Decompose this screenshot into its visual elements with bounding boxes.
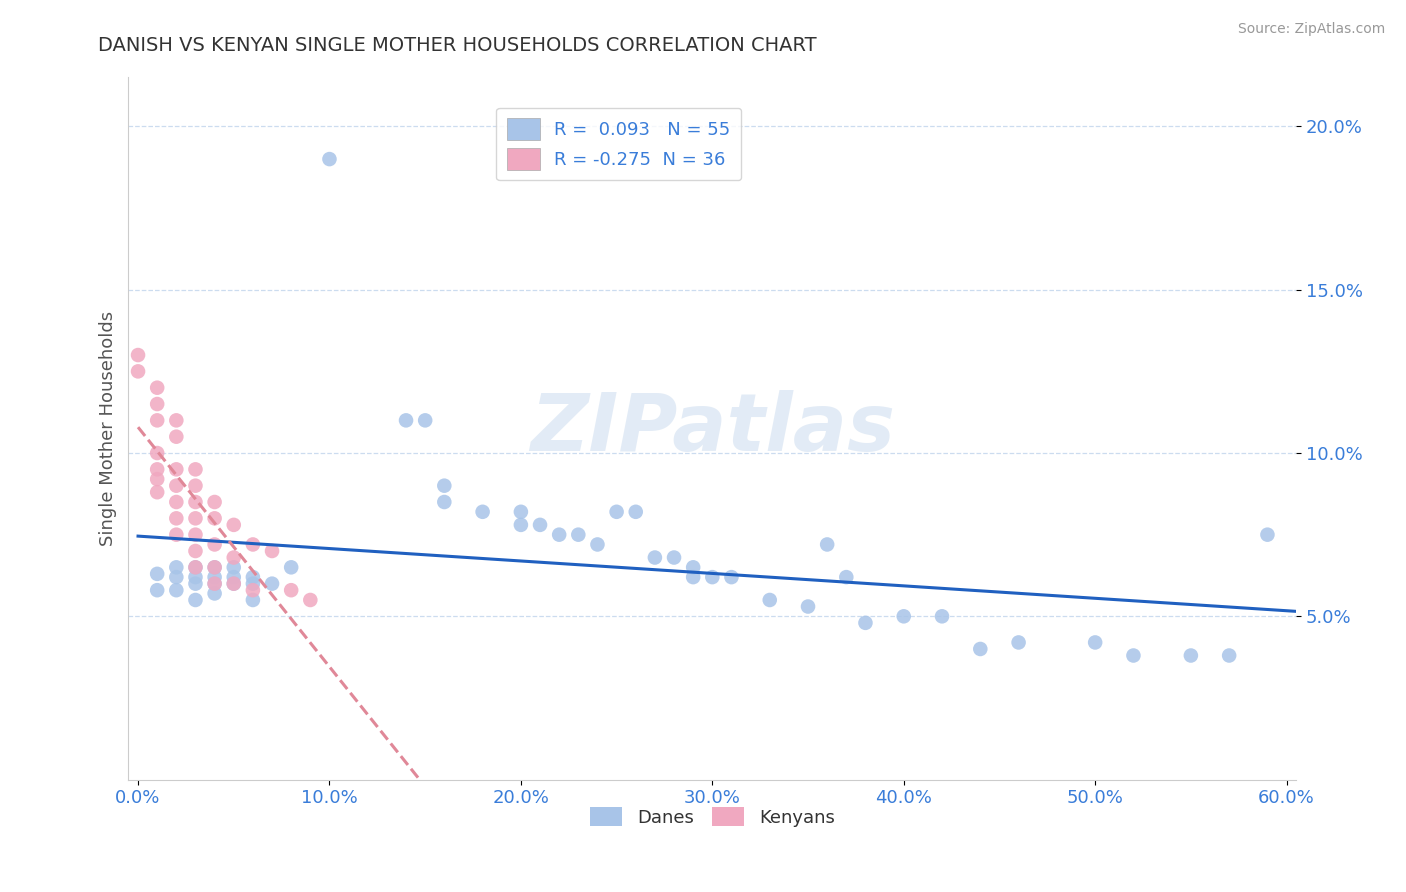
Point: [184, 576, 207, 591]
Point: [1084, 635, 1107, 649]
Point: [127, 348, 149, 362]
Point: [204, 586, 226, 600]
Point: [509, 517, 531, 532]
Point: [299, 593, 322, 607]
Point: [222, 576, 245, 591]
Point: [471, 505, 494, 519]
Point: [146, 381, 169, 395]
Point: [242, 576, 264, 591]
Point: [222, 570, 245, 584]
Point: [184, 544, 207, 558]
Point: [222, 576, 245, 591]
Point: [184, 593, 207, 607]
Point: [127, 364, 149, 378]
Point: [969, 642, 991, 657]
Point: [146, 583, 169, 598]
Point: [624, 505, 647, 519]
Point: [165, 560, 187, 574]
Point: [146, 413, 169, 427]
Point: [184, 462, 207, 476]
Point: [184, 495, 207, 509]
Point: [165, 430, 187, 444]
Point: [165, 478, 187, 492]
Point: [165, 527, 187, 541]
Point: [242, 570, 264, 584]
Point: [1122, 648, 1144, 663]
Point: [1218, 648, 1240, 663]
Point: [184, 560, 207, 574]
Point: [222, 517, 245, 532]
Point: [242, 593, 264, 607]
Point: [146, 446, 169, 460]
Point: [165, 413, 187, 427]
Point: [204, 495, 226, 509]
Point: [758, 593, 780, 607]
Point: [204, 576, 226, 591]
Point: [204, 576, 226, 591]
Point: [165, 495, 187, 509]
Point: [433, 495, 456, 509]
Point: [146, 566, 169, 581]
Text: Source: ZipAtlas.com: Source: ZipAtlas.com: [1237, 22, 1385, 37]
Point: [815, 537, 838, 551]
Y-axis label: Single Mother Households: Single Mother Households: [100, 311, 117, 546]
Point: [280, 583, 302, 598]
Point: [682, 560, 704, 574]
Point: [204, 560, 226, 574]
Point: [682, 570, 704, 584]
Point: [318, 152, 340, 166]
Point: [260, 576, 283, 591]
Point: [931, 609, 953, 624]
Legend: Danes, Kenyans: Danes, Kenyans: [582, 800, 842, 834]
Point: [835, 570, 858, 584]
Point: [222, 560, 245, 574]
Point: [242, 583, 264, 598]
Point: [644, 550, 666, 565]
Point: [260, 544, 283, 558]
Text: ZIPatlas: ZIPatlas: [530, 390, 894, 467]
Point: [855, 615, 877, 630]
Point: [184, 478, 207, 492]
Point: [146, 485, 169, 500]
Point: [395, 413, 418, 427]
Point: [720, 570, 742, 584]
Point: [413, 413, 436, 427]
Point: [204, 560, 226, 574]
Point: [184, 527, 207, 541]
Point: [204, 537, 226, 551]
Point: [184, 511, 207, 525]
Point: [567, 527, 589, 541]
Point: [586, 537, 609, 551]
Point: [509, 505, 531, 519]
Point: [1180, 648, 1202, 663]
Point: [280, 560, 302, 574]
Point: [702, 570, 724, 584]
Point: [204, 511, 226, 525]
Point: [184, 560, 207, 574]
Point: [529, 517, 551, 532]
Point: [893, 609, 915, 624]
Point: [165, 570, 187, 584]
Point: [1007, 635, 1029, 649]
Point: [797, 599, 820, 614]
Point: [146, 462, 169, 476]
Point: [146, 397, 169, 411]
Point: [548, 527, 571, 541]
Point: [662, 550, 685, 565]
Point: [184, 570, 207, 584]
Point: [204, 570, 226, 584]
Point: [222, 550, 245, 565]
Point: [165, 462, 187, 476]
Point: [606, 505, 628, 519]
Point: [165, 583, 187, 598]
Text: DANISH VS KENYAN SINGLE MOTHER HOUSEHOLDS CORRELATION CHART: DANISH VS KENYAN SINGLE MOTHER HOUSEHOLD…: [98, 36, 817, 54]
Point: [165, 511, 187, 525]
Point: [242, 537, 264, 551]
Point: [1256, 527, 1278, 541]
Point: [433, 478, 456, 492]
Point: [146, 472, 169, 486]
